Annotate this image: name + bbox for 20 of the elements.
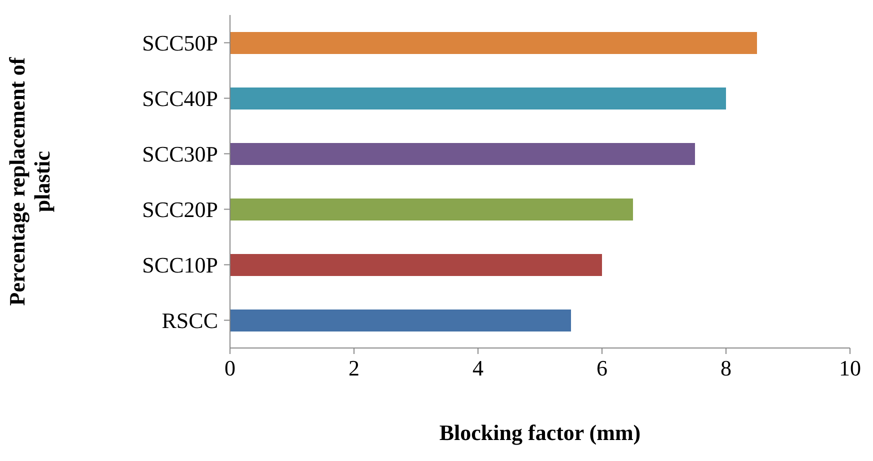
x-tick-label: 8 [720,356,732,381]
bar [230,310,571,332]
y-tick-label: SCC50P [142,30,218,56]
x-tick-label: 6 [596,356,608,381]
x-tick-label: 2 [348,356,360,381]
bar [230,88,726,110]
y-tick-label: SCC30P [142,142,218,167]
x-tick-label: 10 [839,356,861,381]
y-tick-label: SCC40P [142,86,218,112]
y-axis-title: Percentage replacement of plastic [4,56,54,306]
bar [230,143,695,165]
bar [230,254,602,276]
x-tick-label: 0 [224,356,236,381]
y-tick-label: SCC10P [142,252,218,278]
y-tick-label: RSCC [162,308,218,334]
x-axis-title: Blocking factor (mm) [439,420,641,445]
bar [230,198,633,220]
x-tick-label: 4 [472,356,484,381]
y-tick-label: SCC20P [142,197,218,222]
bar [230,32,757,54]
